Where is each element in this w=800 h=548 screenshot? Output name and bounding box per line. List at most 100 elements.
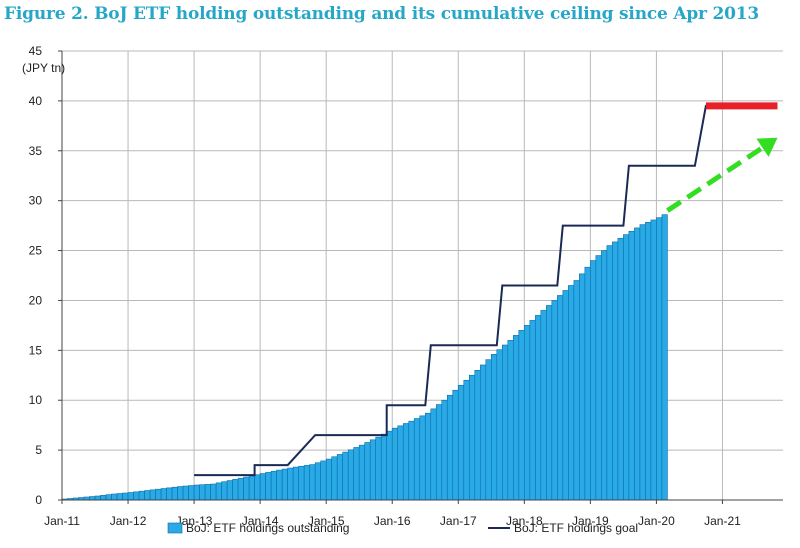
holdings-bar	[111, 493, 118, 501]
holdings-bar	[138, 490, 145, 501]
y-tick-label: 30	[29, 194, 43, 208]
y-tick-label: 40	[29, 94, 43, 108]
holdings-bar	[502, 344, 509, 501]
holdings-bar	[298, 465, 305, 501]
holdings-bar	[573, 280, 580, 501]
y-tick-labels: 0 5 10 15 20 25 30 35 40 45	[29, 44, 43, 507]
holdings-bar	[210, 483, 217, 501]
holdings-bar	[606, 245, 613, 501]
holdings-bar	[237, 477, 244, 501]
holdings-bar	[314, 462, 321, 501]
holdings-bar	[386, 430, 393, 501]
holdings-bars	[61, 214, 668, 501]
holdings-bar	[171, 486, 178, 501]
holdings-bar	[292, 466, 299, 501]
holdings-bar	[661, 214, 668, 501]
holdings-bar	[408, 420, 415, 501]
holdings-bar	[656, 217, 663, 501]
legend-bar-label: BoJ: ETF holdings outstanding	[186, 521, 349, 535]
y-tick-label: 10	[29, 393, 43, 407]
holdings-bar	[89, 496, 96, 501]
x-tick-label: Jan-11	[44, 514, 80, 528]
holdings-bar	[562, 290, 569, 501]
holdings-bar	[402, 423, 410, 501]
y-tick-label: 5	[35, 443, 42, 457]
x-tick-label: Jan-13	[176, 514, 213, 528]
y-tick-label: 45	[29, 44, 43, 58]
holdings-bar	[199, 484, 206, 501]
holdings-bar	[446, 394, 454, 501]
holdings-bar	[254, 474, 261, 501]
holdings-bar	[133, 491, 140, 501]
holdings-bar	[270, 470, 277, 501]
holdings-bar	[358, 444, 366, 501]
holdings-bar	[535, 315, 542, 501]
x-tick-label: Jan-19	[572, 514, 609, 528]
holdings-bar	[188, 485, 195, 501]
x-tick-label: Jan-15	[308, 514, 345, 528]
holdings-bar	[485, 359, 492, 501]
annotation-layer	[666, 102, 778, 213]
holdings-bar	[149, 489, 156, 501]
holdings-bar	[380, 433, 388, 501]
holdings-bar	[496, 349, 503, 501]
holdings-bar	[568, 285, 575, 501]
holdings-bar	[623, 234, 630, 501]
holdings-bar	[595, 255, 602, 501]
y-tick-label: 35	[29, 144, 43, 158]
legend-bar-swatch	[167, 522, 183, 534]
holdings-bar	[441, 399, 448, 501]
holdings-bar	[193, 484, 200, 501]
projection-arrow-shaft	[666, 145, 764, 213]
x-tick-label: Jan-20	[638, 514, 675, 528]
holdings-bar	[265, 472, 272, 501]
holdings-bar	[430, 408, 437, 501]
holdings-bar	[524, 325, 531, 501]
holdings-bar	[105, 494, 112, 501]
holdings-bar	[474, 369, 481, 501]
x-tick-label: Jan-16	[374, 514, 411, 528]
holdings-bar	[634, 227, 641, 501]
x-tick-label: Jan-17	[440, 514, 477, 528]
holdings-bar	[375, 436, 382, 501]
holdings-bar	[551, 300, 558, 501]
goal-step-line	[194, 104, 778, 477]
y-tick-label: 20	[29, 293, 43, 307]
holdings-bar	[160, 488, 167, 501]
holdings-bar	[628, 230, 635, 501]
x-tick-label: Jan-21	[704, 514, 741, 528]
holdings-bar	[248, 475, 255, 501]
holdings-bar	[490, 354, 498, 501]
x-tick-label: Jan-14	[242, 514, 279, 528]
holdings-bar	[276, 469, 283, 501]
holdings-bar	[413, 418, 421, 501]
holdings-bar	[303, 465, 310, 501]
holdings-bar	[144, 490, 151, 501]
holdings-bar	[546, 305, 553, 501]
holdings-bar	[612, 241, 619, 501]
holdings-bar	[513, 335, 520, 501]
holdings-bar	[127, 492, 134, 501]
holdings-bar	[579, 273, 586, 501]
holdings-bar	[507, 340, 514, 501]
holdings-bar	[100, 495, 107, 501]
holdings-bar	[601, 250, 608, 501]
holdings-bar	[309, 464, 316, 501]
legend-line-label: BoJ: ETF holdings goal	[514, 521, 638, 535]
holdings-bar	[243, 476, 250, 501]
holdings-bar	[617, 237, 624, 501]
holdings-bar	[215, 482, 222, 501]
holdings-bar	[342, 451, 349, 501]
y-unit-label: (JPY tn)	[22, 61, 65, 75]
goal-line-layer	[194, 104, 778, 477]
holdings-bar	[259, 473, 266, 501]
holdings-bar	[518, 330, 525, 501]
holdings-bar	[353, 447, 360, 501]
holdings-bar	[336, 454, 343, 501]
x-tick-label: Jan-12	[110, 514, 147, 528]
holdings-bar	[424, 412, 432, 501]
holdings-bar	[221, 481, 228, 501]
holdings-bar	[226, 480, 233, 501]
holdings-bar	[122, 492, 129, 501]
